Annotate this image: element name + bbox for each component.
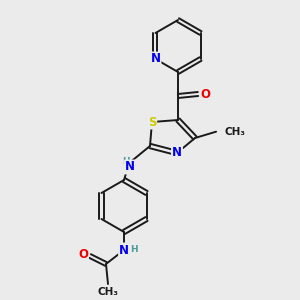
Text: CH₃: CH₃: [98, 287, 118, 297]
Text: H: H: [122, 157, 130, 166]
Text: N: N: [172, 146, 182, 160]
Text: N: N: [125, 160, 135, 173]
Text: S: S: [148, 116, 156, 128]
Text: N: N: [119, 244, 129, 256]
Text: O: O: [78, 248, 88, 262]
Text: N: N: [151, 52, 160, 65]
Text: O: O: [200, 88, 210, 100]
Text: H: H: [130, 245, 138, 254]
Text: CH₃: CH₃: [224, 127, 245, 137]
